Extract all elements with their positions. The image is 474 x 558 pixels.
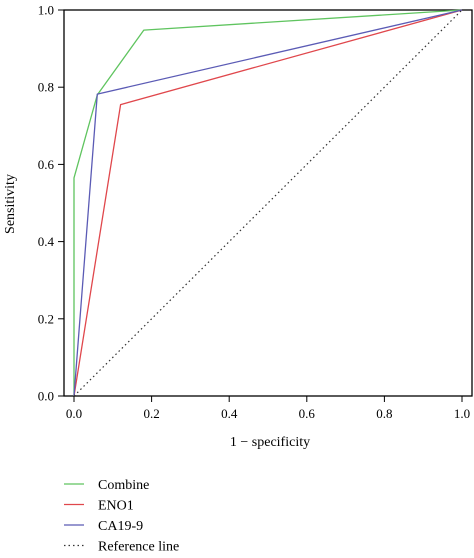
y-tick-label: 0.8 (38, 80, 54, 95)
legend-label-reference-line: Reference line (98, 540, 179, 555)
y-axis-title: Sensitivity (3, 174, 18, 234)
series-line-eno1 (73, 9, 463, 397)
y-tick-label: 0.2 (38, 311, 54, 326)
x-tick-label: 0.4 (221, 406, 238, 421)
x-axis-title: 1 − specificity (230, 435, 310, 450)
y-tick-label: 0.6 (38, 157, 55, 172)
x-tick-label: 0.2 (143, 406, 159, 421)
x-tick-label: 0.6 (299, 406, 316, 421)
series-line-ca19-9 (73, 9, 463, 397)
y-tick-label: 1.0 (38, 3, 54, 18)
y-tick-label: 0.4 (38, 234, 55, 249)
legend-label-eno1: ENO1 (98, 499, 134, 514)
x-tick-label: 0.8 (376, 406, 392, 421)
legend: Combine ENO1 CA19-9 Reference line (64, 478, 179, 555)
legend-item-reference-line: Reference line (64, 540, 179, 555)
series-line-reference-line (73, 9, 463, 397)
legend-label-ca19-9: CA19-9 (98, 519, 143, 534)
legend-item-eno1: ENO1 (64, 499, 134, 514)
legend-item-ca19-9: CA19-9 (64, 519, 143, 534)
y-tick-label: 0.0 (38, 389, 54, 404)
plot-area-frame (63, 9, 473, 397)
legend-item-combine: Combine (64, 478, 149, 493)
x-tick-label: 0.0 (66, 406, 82, 421)
legend-label-combine: Combine (98, 478, 149, 493)
x-tick-label: 1.0 (454, 406, 470, 421)
